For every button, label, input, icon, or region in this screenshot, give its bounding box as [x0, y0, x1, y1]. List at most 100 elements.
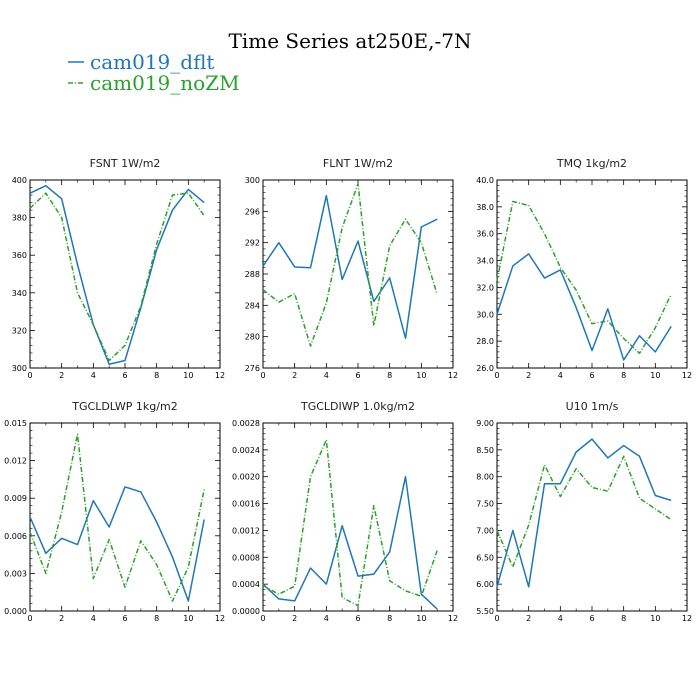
- x-tick-label: 6: [122, 371, 127, 380]
- y-tick-label: 6.00: [476, 580, 494, 589]
- x-tick-label: 6: [355, 371, 360, 380]
- x-tick-label: 4: [324, 371, 329, 380]
- x-tick-label: 4: [324, 614, 329, 623]
- figure-title: Time Series at250E,-7N: [229, 29, 472, 53]
- x-tick-label: 10: [183, 371, 193, 380]
- y-tick-label: 40.0: [476, 176, 494, 185]
- x-tick-label: 2: [292, 371, 297, 380]
- x-tick-label: 4: [558, 614, 563, 623]
- y-tick-label: 32.0: [476, 283, 494, 292]
- y-tick-label: 28.0: [476, 337, 494, 346]
- x-tick-label: 4: [91, 614, 96, 623]
- y-tick-label: 400: [12, 176, 27, 185]
- y-tick-label: 26.0: [476, 364, 494, 373]
- x-tick-label: 8: [154, 371, 159, 380]
- chart-panel-4: TGCLDIWP 1.0kg/m2 0 2 4 6 8 10 12 0.0000 0.0004 0.…: [232, 400, 458, 623]
- plot-frame: [29, 179, 221, 369]
- x-tick-label: 8: [387, 371, 392, 380]
- y-tick-label: 276: [245, 364, 260, 373]
- x-tick-label: 0: [27, 371, 32, 380]
- x-tick-label: 2: [292, 614, 297, 623]
- y-tick-label: 0.0024: [232, 446, 260, 455]
- y-tick-label: 300: [245, 176, 260, 185]
- y-tick-label: 7.50: [476, 500, 494, 509]
- x-tick-label: 12: [448, 614, 458, 623]
- x-tick-label: 10: [416, 371, 426, 380]
- y-tick-label: 0.0020: [232, 473, 260, 482]
- x-tick-label: 2: [526, 371, 531, 380]
- panel-title-2: TMQ 1kg/m2: [556, 157, 627, 170]
- y-tick-label: 0.0004: [232, 580, 260, 589]
- chart-panel-5: U10 1m/s 0 2 4 6 8 10 12 5.50 6.00 6.50 7.00 7.50 8.0…: [476, 400, 692, 623]
- series-line-cam019_noZM: [262, 183, 438, 347]
- y-tick-label: 8.50: [476, 446, 494, 455]
- y-tick-label: 30.0: [476, 310, 494, 319]
- x-tick-label: 6: [355, 614, 360, 623]
- plot-frame: [496, 422, 688, 612]
- x-tick-label: 10: [650, 614, 660, 623]
- plot-frame: [496, 179, 688, 369]
- x-tick-label: 10: [650, 371, 660, 380]
- y-tick-label: 300: [12, 364, 27, 373]
- x-tick-label: 10: [416, 614, 426, 623]
- panel-title-0: FSNT 1W/m2: [90, 157, 161, 170]
- x-tick-label: 12: [682, 371, 692, 380]
- x-tick-label: 0: [260, 371, 265, 380]
- chart-panel-3: TGCLDLWP 1kg/m2 0 2 4 6 8 10 12 0.000 0.003 0.006 0…: [4, 400, 225, 623]
- y-tick-label: 7.00: [476, 526, 494, 535]
- x-tick-label: 8: [387, 614, 392, 623]
- x-tick-label: 4: [558, 371, 563, 380]
- y-tick-label: 0.0012: [232, 526, 260, 535]
- y-tick-label: 0.015: [4, 419, 27, 428]
- x-tick-label: 0: [27, 614, 32, 623]
- series-line-cam019_dflt: [262, 194, 438, 339]
- y-tick-label: 0.0016: [232, 500, 260, 509]
- series-line-cam019_dflt: [29, 184, 205, 365]
- x-tick-label: 8: [621, 614, 626, 623]
- series-line-cam019_noZM: [262, 439, 438, 607]
- series-line-cam019_dflt: [29, 486, 205, 602]
- y-tick-label: 0.003: [4, 569, 27, 578]
- plot-frame: [262, 179, 454, 369]
- series-line-cam019_dflt: [496, 438, 672, 588]
- y-tick-label: 9.00: [476, 419, 494, 428]
- series-line-cam019_noZM: [29, 433, 205, 602]
- y-tick-label: 280: [245, 333, 260, 342]
- panel-title-4: TGCLDIWP 1.0kg/m2: [300, 400, 415, 413]
- y-tick-label: 0.009: [4, 494, 27, 503]
- y-tick-label: 360: [12, 251, 27, 260]
- y-tick-label: 0.0000: [232, 607, 260, 616]
- x-tick-label: 12: [215, 371, 225, 380]
- y-tick-label: 0.000: [4, 607, 27, 616]
- y-tick-label: 8.00: [476, 473, 494, 482]
- x-tick-label: 4: [91, 371, 96, 380]
- series-line-cam019_noZM: [29, 192, 205, 362]
- legend-label-1: cam019_noZM: [90, 71, 240, 95]
- panel-title-3: TGCLDLWP 1kg/m2: [71, 400, 177, 413]
- x-tick-label: 12: [215, 614, 225, 623]
- y-tick-label: 284: [245, 301, 260, 310]
- chart-panel-1: FLNT 1W/m2 0 2 4 6 8 10 12 276 280 284 288 292 296 300: [245, 157, 458, 380]
- y-tick-label: 320: [12, 326, 27, 335]
- y-tick-label: 6.50: [476, 553, 494, 562]
- series-line-cam019_noZM: [496, 200, 672, 354]
- panel-title-5: U10 1m/s: [566, 400, 619, 413]
- x-tick-label: 2: [59, 614, 64, 623]
- plot-frame: [262, 422, 454, 612]
- y-tick-label: 296: [245, 207, 260, 216]
- x-tick-label: 2: [59, 371, 64, 380]
- x-tick-label: 8: [621, 371, 626, 380]
- x-tick-label: 8: [154, 614, 159, 623]
- chart-panel-0: FSNT 1W/m2 0 2 4 6 8 10 12 300 320 340 360 380 400: [12, 157, 225, 380]
- x-tick-label: 6: [589, 371, 594, 380]
- series-line-cam019_dflt: [262, 475, 438, 610]
- legend: cam019_dflt cam019_noZM: [68, 50, 240, 95]
- x-tick-label: 12: [448, 371, 458, 380]
- x-tick-label: 6: [589, 614, 594, 623]
- chart-panel-2: TMQ 1kg/m2 0 2 4 6 8 10 12 26.0 28.0 30.0 32.0 34.0 3…: [476, 157, 692, 380]
- legend-label-0: cam019_dflt: [90, 50, 214, 74]
- x-tick-label: 12: [682, 614, 692, 623]
- y-tick-label: 38.0: [476, 203, 494, 212]
- y-tick-label: 0.0028: [232, 419, 260, 428]
- x-tick-label: 2: [526, 614, 531, 623]
